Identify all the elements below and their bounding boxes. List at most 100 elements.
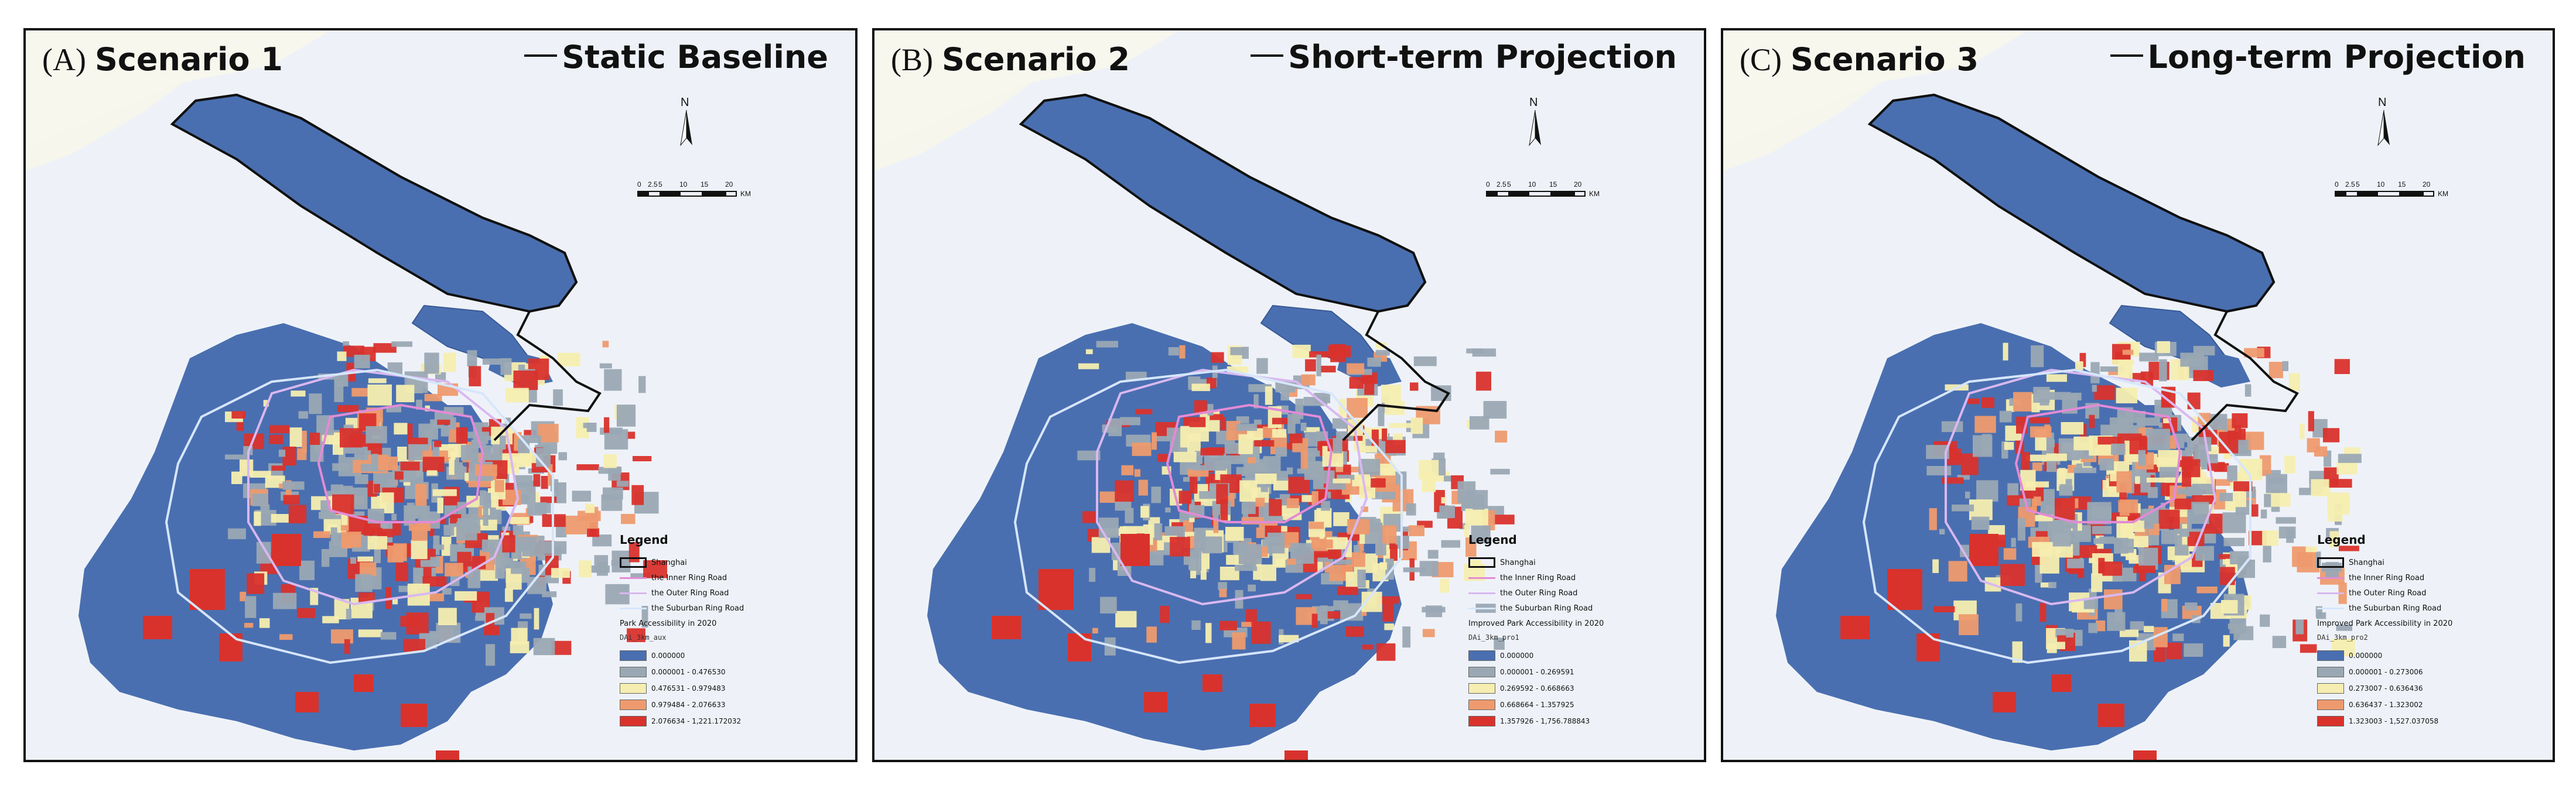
accessibility-patch (2263, 545, 2271, 563)
north-label: N (1529, 96, 1538, 109)
accessibility-patch (2223, 452, 2232, 459)
accessibility-patch (1316, 354, 1321, 376)
accessibility-patch (358, 592, 375, 602)
accessibility-patch (2295, 619, 2304, 635)
accessibility-patch (543, 541, 567, 554)
accessibility-patch (2166, 642, 2182, 660)
accessibility-patch (455, 591, 477, 601)
accessibility-patch (271, 465, 286, 471)
class-swatch (620, 683, 647, 694)
accessibility-patch (368, 378, 387, 383)
accessibility-patch (371, 454, 378, 472)
accessibility-patch (599, 363, 612, 369)
accessibility-patch (2061, 422, 2084, 435)
accessibility-patch (437, 419, 450, 425)
accessibility-patch (587, 528, 599, 537)
class-swatch (620, 700, 647, 710)
accessibility-patch (1334, 559, 1351, 565)
legend-item: the Suburban Ring Road (620, 601, 813, 616)
accessibility-patch (392, 520, 401, 536)
accessibility-patch (278, 450, 286, 457)
accessibility-patch (1212, 506, 1219, 519)
accessibility-patch (334, 374, 349, 387)
accessibility-patch (1388, 526, 1411, 532)
high-accessibility-patch (1284, 750, 1308, 760)
accessibility-patch (1929, 508, 1937, 530)
legend-item: the Suburban Ring Road (1468, 601, 1662, 616)
accessibility-patch (2250, 504, 2259, 517)
accessibility-patch (638, 376, 646, 393)
scale-tick-label: 10 (2377, 180, 2385, 188)
accessibility-patch (1371, 429, 1379, 450)
accessibility-patch (391, 513, 397, 520)
high-accessibility-patch (1840, 616, 1870, 639)
accessibility-patch (282, 446, 296, 466)
legend-measure: Improved Park Accessibility in 2020 (1468, 619, 1604, 628)
accessibility-patch (1245, 457, 1256, 464)
accessibility-patch (1096, 341, 1118, 348)
accessibility-patch (1253, 394, 1259, 409)
map-canvas (26, 30, 855, 760)
legend-class: 0.668664 - 1.357925 (1468, 697, 1662, 713)
accessibility-patch (2097, 437, 2121, 445)
shanghai-boundary-swatch (1468, 557, 1495, 568)
accessibility-patch (1178, 491, 1192, 504)
class-range-label: 0.476531 - 0.979483 (651, 684, 726, 693)
accessibility-patch (2329, 531, 2339, 547)
estuary-land-north (1723, 30, 2028, 148)
accessibility-patch (346, 609, 351, 620)
accessibility-patch (432, 441, 439, 457)
accessibility-patch (367, 384, 392, 406)
scenario-subtitle: Long-term Projection (2110, 39, 2526, 76)
accessibility-patch (1361, 609, 1367, 616)
accessibility-patch (424, 352, 439, 374)
accessibility-patch (2172, 633, 2184, 642)
accessibility-patch (2276, 517, 2296, 524)
class-swatch (2317, 700, 2344, 710)
accessibility-patch (1173, 451, 1197, 462)
scale-bar-graphic (2335, 191, 2434, 197)
class-range-label: 0.273007 - 0.636436 (2349, 684, 2423, 693)
accessibility-patch (469, 366, 481, 386)
accessibility-patch (1939, 529, 1945, 534)
accessibility-patch (2222, 512, 2246, 533)
legend-class: 0.269592 - 0.668663 (1468, 680, 1662, 697)
accessibility-patch (2223, 537, 2244, 547)
legend-title: Legend (1468, 533, 1517, 547)
scale-tick-label: 15 (2398, 180, 2406, 188)
accessibility-patch (1403, 567, 1426, 573)
accessibility-patch (1384, 623, 1395, 630)
accessibility-patch (442, 588, 452, 595)
accessibility-patch (299, 560, 315, 580)
accessibility-patch (2139, 352, 2159, 362)
accessibility-patch (494, 480, 504, 492)
accessibility-patch (2073, 467, 2097, 474)
accessibility-patch (374, 542, 381, 563)
accessibility-patch (460, 445, 479, 461)
accessibility-patch (1470, 560, 1482, 567)
accessibility-patch (527, 502, 547, 516)
legend-item-label: the Outer Ring Road (651, 588, 729, 598)
high-accessibility-patch (143, 616, 172, 639)
accessibility-patch (1202, 536, 1222, 554)
accessibility-patch (1309, 522, 1324, 529)
accessibility-patch (449, 458, 455, 475)
accessibility-patch (550, 479, 559, 492)
class-swatch (2317, 716, 2344, 726)
accessibility-patch (1219, 621, 1237, 630)
accessibility-patch (271, 514, 289, 523)
accessibility-patch (365, 426, 387, 444)
estuary-land-north (874, 30, 1179, 148)
accessibility-patch (1265, 386, 1273, 405)
legend-item-label: the Outer Ring Road (2349, 588, 2427, 598)
accessibility-patch (2327, 492, 2350, 515)
inner-ring-swatch (1468, 573, 1495, 579)
scenario-subtitle: Short-term Projection (1251, 39, 1677, 76)
accessibility-patch (1333, 438, 1342, 454)
accessibility-patch (2325, 562, 2339, 577)
accessibility-patch (500, 436, 506, 449)
accessibility-patch (475, 464, 497, 477)
scenario-label: Scenario 1 (94, 41, 283, 78)
accessibility-patch (1255, 474, 1277, 484)
accessibility-patch (228, 528, 246, 540)
